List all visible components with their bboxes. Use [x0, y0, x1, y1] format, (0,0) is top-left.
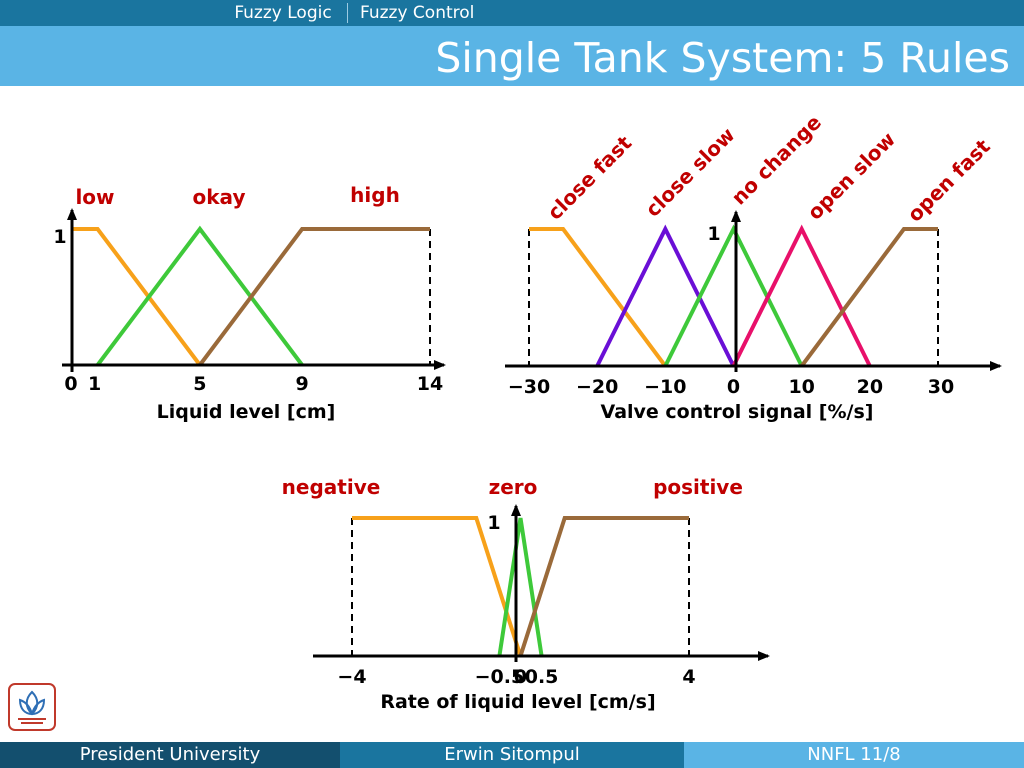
membership-line-open-slow — [731, 224, 872, 367]
set-label-open-fast: open fast — [903, 134, 996, 227]
membership-line-positive — [518, 516, 689, 657]
footer: President University Erwin Sitompul NNFL… — [0, 742, 1024, 768]
breadcrumb-separator — [347, 3, 348, 23]
set-label-open-slow: open slow — [803, 127, 900, 224]
x-tick-label: −0.5 — [475, 666, 525, 688]
membership-line-okay — [96, 225, 304, 367]
x-tick-label: 0.5 — [525, 666, 559, 688]
footer-university: President University — [0, 742, 340, 768]
breadcrumb-fuzzy-logic: Fuzzy Logic — [234, 3, 332, 23]
footer-page: NNFL 11/8 — [684, 742, 1024, 768]
x-axis-title: Valve control signal [%/s] — [601, 401, 874, 423]
y-tick-label: 1 — [487, 512, 500, 534]
x-tick-label: −30 — [508, 376, 550, 398]
rate-of-level-chart: −4 −0.500.5 4 1 Rate of liquid level [cm/s] n… — [282, 475, 770, 713]
x-tick-label: 0 — [727, 376, 740, 398]
title-bar — [0, 26, 1024, 86]
valve-control-chart: −30 −20 −10 0 10 20 30 1 Valve control signal [%… — [505, 110, 1002, 423]
x-axis-title: Liquid level [cm] — [157, 401, 336, 423]
membership-line-no-change — [663, 224, 804, 367]
x-tick-label: 0 — [64, 373, 77, 395]
set-label-zero: zero — [489, 475, 538, 499]
set-label-positive: positive — [653, 475, 743, 499]
membership-line-zero — [497, 517, 544, 657]
set-label-high: high — [350, 183, 400, 207]
top-bar: Fuzzy Logic Fuzzy Control — [0, 0, 1024, 26]
set-label-negative: negative — [282, 475, 381, 499]
footer-author: Erwin Sitompul — [340, 742, 684, 768]
x-tick-label: 5 — [193, 373, 206, 395]
x-tick-label: −20 — [576, 376, 618, 398]
set-label-okay: okay — [193, 185, 246, 209]
membership-line-close-fast — [529, 227, 667, 368]
x-tick-label: 20 — [857, 376, 883, 398]
set-label-close-slow: close slow — [641, 123, 740, 222]
membership-line-high — [198, 227, 430, 367]
y-tick-label: 1 — [53, 226, 66, 248]
slide-title: Single Tank System: 5 Rules — [435, 34, 1010, 82]
x-tick-label: 30 — [928, 376, 954, 398]
membership-line-open-fast — [800, 227, 938, 368]
x-axis-title: Rate of liquid level [cm/s] — [380, 691, 655, 713]
set-label-low: low — [75, 185, 114, 209]
x-tick-label: 0 — [514, 666, 527, 688]
x-tick-label: 9 — [296, 373, 309, 395]
x-tick-label: −10 — [644, 376, 686, 398]
breadcrumb-fuzzy-control: Fuzzy Control — [360, 3, 475, 23]
set-label-no-change: no change — [727, 110, 826, 209]
university-logo — [8, 683, 56, 731]
x-tick-label: 14 — [417, 373, 443, 395]
membership-line-low — [72, 227, 202, 367]
x-tick-label: 4 — [682, 666, 695, 688]
membership-line-close-slow — [595, 224, 736, 367]
x-tick-label: −4 — [337, 666, 366, 688]
x-tick-label: 10 — [788, 376, 814, 398]
membership-line-negative — [352, 516, 523, 657]
x-tick-label: 1 — [88, 373, 101, 395]
set-label-close-fast: close fast — [543, 131, 637, 225]
y-tick-label: 1 — [707, 223, 720, 245]
